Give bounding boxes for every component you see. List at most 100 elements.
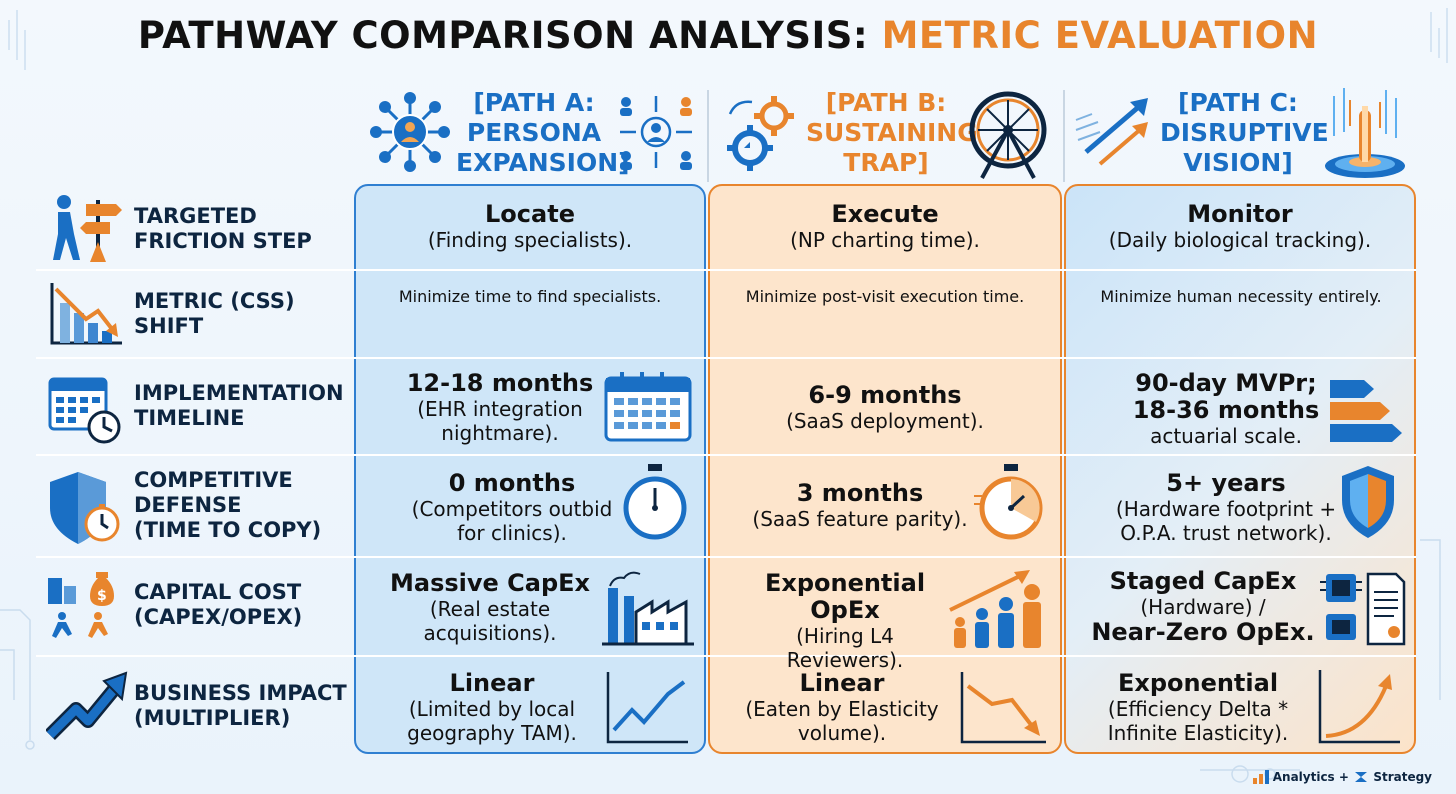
path-a-line-1: [PATH A: bbox=[473, 88, 595, 117]
declining-chart-icon bbox=[50, 283, 122, 345]
stopwatch-icon bbox=[623, 464, 687, 540]
row-label-text: COMPETITIVE DEFENSE (TIME TO COPY) bbox=[134, 468, 321, 543]
gears-icon bbox=[727, 96, 794, 171]
factory-icon bbox=[602, 571, 694, 646]
cell-a-impact: Linear (Limited by local geography TAM). bbox=[384, 669, 600, 746]
down-chart-icon bbox=[960, 672, 1046, 744]
calendar-clock-icon bbox=[48, 377, 121, 444]
exponential-chart-icon bbox=[1318, 670, 1400, 744]
row-divider bbox=[36, 357, 1416, 359]
title-part-1: PATHWAY COMPARISON ANALYSIS: bbox=[137, 14, 869, 57]
cell-sub: (EHR integration nightmare). bbox=[417, 397, 583, 445]
row-divider bbox=[36, 454, 1416, 456]
path-a-column bbox=[354, 184, 706, 754]
cell-sub: (NP charting time). bbox=[790, 228, 980, 252]
calendar-icon bbox=[604, 372, 692, 442]
cell-sub: (SaaS feature parity). bbox=[752, 507, 968, 531]
money-runners-icon: $ bbox=[48, 572, 114, 638]
cell-a-defense: 0 months (Competitors outbid for clinics… bbox=[384, 469, 640, 546]
row-label-impact: BUSINESS IMPACT (MULTIPLIER) bbox=[36, 657, 354, 754]
network-icon bbox=[370, 92, 450, 172]
cell-main: Massive CapEx bbox=[389, 569, 590, 597]
cell-c-impact: Exponential (Efficiency Delta * Infinite… bbox=[1078, 669, 1318, 746]
cell-sub: (Eaten by Elasticity volume). bbox=[745, 697, 939, 745]
cell-c-defense: 5+ years (Hardware footprint + O.P.A. tr… bbox=[1098, 470, 1354, 546]
cell-b-friction: Execute (NP charting time). bbox=[710, 200, 1060, 253]
path-b-header: [PATH B: SUSTAINING TRAP] bbox=[708, 86, 1062, 182]
cell-main: Locate bbox=[485, 200, 575, 228]
rising-arrow-icon bbox=[46, 671, 128, 740]
cell-a-metric: Minimize time to find specialists. bbox=[398, 287, 662, 306]
row-label-defense: COMPETITIVE DEFENSE (TIME TO COPY) bbox=[36, 456, 354, 556]
brand-footer: Analytics + Strategy bbox=[1252, 770, 1432, 784]
cell-b-timeline: 6-9 months (SaaS deployment). bbox=[710, 381, 1060, 434]
cell-c-timeline: 90-day MVPr; 18-36 months actuarial scal… bbox=[1116, 369, 1336, 449]
cell-main: Staged CapEx bbox=[1109, 567, 1297, 595]
row-label-line: (TIME TO COPY) bbox=[134, 518, 322, 542]
path-c-line-1: [PATH C: bbox=[1178, 88, 1298, 117]
cell-sub: (Hardware footprint + O.P.A. trust netwo… bbox=[1115, 497, 1337, 545]
row-label-line: FRICTION STEP bbox=[134, 229, 312, 253]
path-b-label: [PATH B: SUSTAINING TRAP] bbox=[806, 88, 978, 178]
shield-timer-icon bbox=[50, 472, 120, 544]
path-c-line-2: DISRUPTIVE bbox=[1160, 118, 1329, 147]
cell-main: 90-day MVPr; 18-36 months bbox=[1132, 369, 1320, 424]
rocket-arrows-icon bbox=[1075, 98, 1148, 166]
row-label-line: TIMELINE bbox=[134, 406, 245, 430]
cell-main: 6-9 months bbox=[808, 381, 962, 409]
zigzag-up-chart-icon bbox=[606, 672, 688, 744]
row-label-text: IMPLEMENTATION TIMELINE bbox=[134, 381, 344, 431]
cell-sub: (SaaS deployment). bbox=[786, 409, 984, 433]
row-divider bbox=[36, 655, 1416, 657]
cell-sub: (Efficiency Delta * Infinite Elasticity)… bbox=[1107, 697, 1289, 745]
cell-a-capital: Massive CapEx (Real estate acquisitions)… bbox=[380, 569, 600, 646]
cell-c-capital: Staged CapEx (Hardware) / Near-Zero OpEx… bbox=[1086, 568, 1320, 646]
row-label-line: METRIC (CSS) bbox=[134, 289, 295, 313]
row-label-timeline: IMPLEMENTATION TIMELINE bbox=[36, 359, 354, 454]
cell-main: Execute bbox=[831, 200, 939, 228]
path-b-line-2: SUSTAINING bbox=[806, 118, 978, 147]
cell-b-impact: Linear (Eaten by Elasticity volume). bbox=[724, 669, 960, 746]
cell-sub: (Finding specialists). bbox=[427, 228, 633, 252]
cell-sub: (Real estate acquisitions). bbox=[423, 597, 557, 645]
page-title: PATHWAY COMPARISON ANALYSIS: METRIC EVAL… bbox=[0, 14, 1456, 57]
cell-sub: (Limited by local geography TAM). bbox=[407, 697, 577, 745]
path-c-header: [PATH C: DISRUPTIVE VISION] bbox=[1064, 86, 1416, 182]
portal-icon bbox=[1325, 88, 1405, 178]
cell-main: Exponential bbox=[1117, 669, 1279, 697]
cell-sub: actuarial scale. bbox=[1150, 424, 1302, 448]
bar-arrows-icon bbox=[1330, 380, 1402, 442]
cell-b-capital: Exponential OpEx (Hiring L4 Reviewers). bbox=[730, 570, 960, 673]
cell-b-defense: 3 months (SaaS feature parity). bbox=[740, 479, 980, 532]
cell-c-friction: Monitor (Daily biological tracking). bbox=[1066, 201, 1414, 253]
path-b-line-3: TRAP] bbox=[843, 148, 929, 177]
title-part-2: METRIC EVALUATION bbox=[881, 14, 1319, 57]
row-label-line: (MULTIPLIER) bbox=[134, 706, 291, 730]
bar-chart-logo-icon bbox=[1252, 770, 1269, 784]
signpost-icon bbox=[53, 195, 122, 262]
row-label-line: IMPLEMENTATION bbox=[134, 381, 344, 405]
cell-sub: (Hardware) / bbox=[1140, 595, 1266, 619]
row-label-line: COMPETITIVE bbox=[134, 468, 293, 492]
path-c-label: [PATH C: DISRUPTIVE VISION] bbox=[1160, 88, 1329, 178]
cell-a-friction: Locate (Finding specialists). bbox=[356, 200, 704, 253]
path-a-header: [PATH A: PERSONA EXPANSION] bbox=[354, 86, 706, 182]
cell-main: Linear bbox=[449, 669, 535, 697]
cell-main: 3 months bbox=[796, 479, 924, 507]
chip-document-icon bbox=[1320, 572, 1406, 646]
row-label-line: CAPITAL COST bbox=[134, 580, 302, 604]
cell-main-2: Near-Zero OpEx. bbox=[1091, 618, 1315, 646]
row-divider bbox=[36, 556, 1416, 558]
cell-main: 12-18 months bbox=[406, 369, 594, 397]
path-c-column bbox=[1064, 184, 1416, 754]
row-label-text: CAPITAL COST (CAPEX/OPEX) bbox=[134, 580, 302, 630]
header-divider bbox=[707, 90, 709, 182]
cell-main: Linear bbox=[799, 669, 885, 697]
path-c-line-3: VISION] bbox=[1183, 148, 1293, 177]
row-label-text: BUSINESS IMPACT (MULTIPLIER) bbox=[134, 681, 347, 731]
cell-main: 0 months bbox=[448, 469, 576, 497]
row-label-text: TARGETED FRICTION STEP bbox=[134, 204, 312, 254]
row-label-text: METRIC (CSS) SHIFT bbox=[134, 289, 295, 339]
svg-text:$: $ bbox=[97, 588, 107, 604]
cell-a-timeline: 12-18 months (EHR integration nightmare)… bbox=[380, 369, 620, 446]
